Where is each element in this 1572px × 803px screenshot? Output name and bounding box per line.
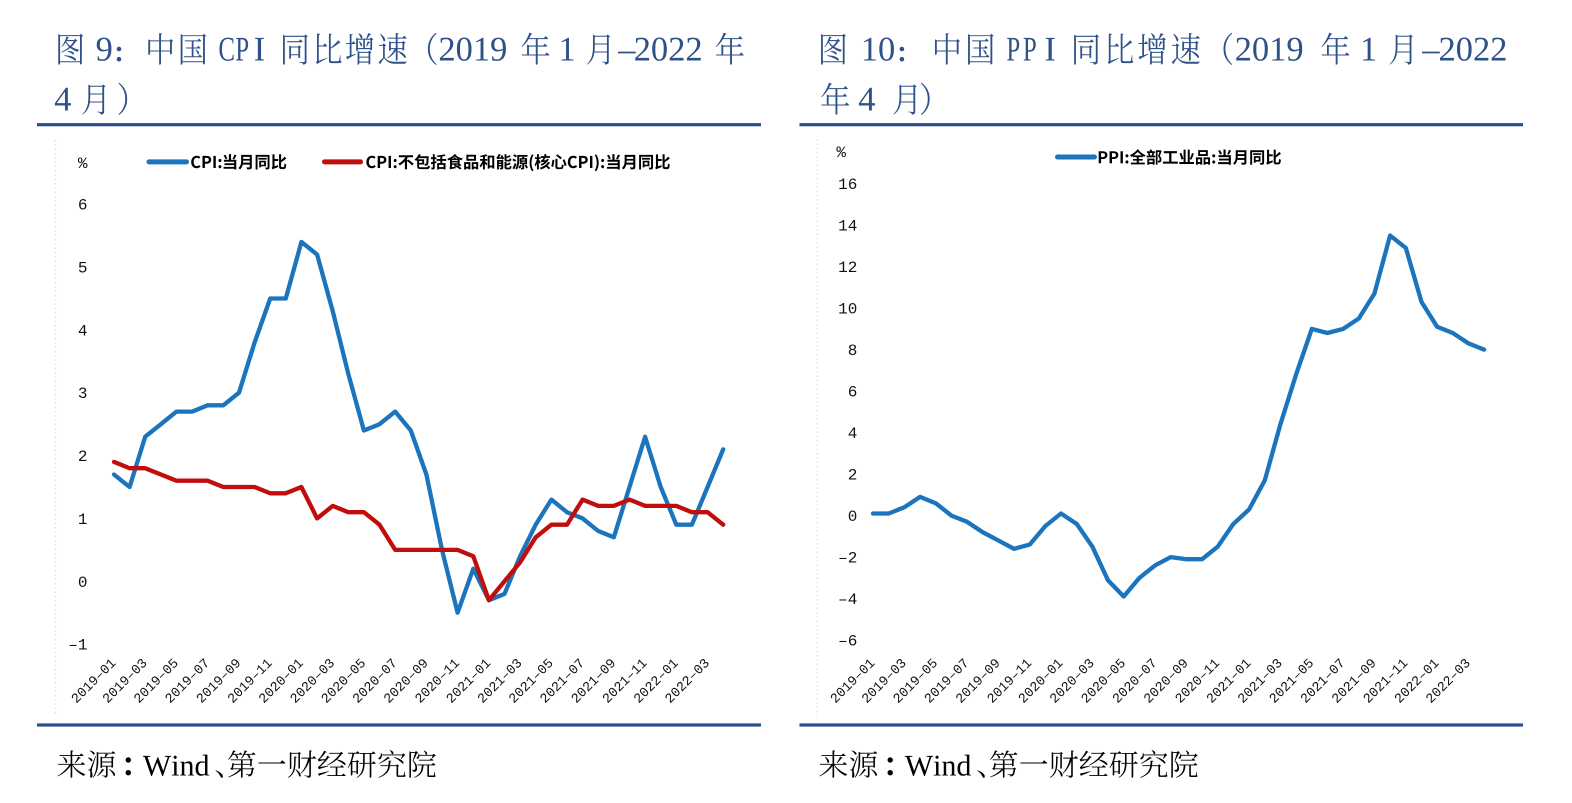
- svg-text:–4: –4: [838, 591, 857, 609]
- svg-text:8: 8: [848, 342, 858, 360]
- svg-text:14: 14: [838, 218, 857, 236]
- svg-text:0: 0: [78, 574, 88, 592]
- svg-text:6: 6: [78, 197, 88, 215]
- svg-text:2: 2: [78, 448, 88, 466]
- svg-text:–6: –6: [838, 633, 857, 651]
- svg-text:10: 10: [838, 301, 857, 319]
- svg-text:5: 5: [78, 260, 88, 278]
- svg-text:4: 4: [848, 425, 858, 443]
- svg-text:1: 1: [78, 511, 88, 529]
- svg-text:16: 16: [838, 176, 857, 194]
- svg-text:2: 2: [848, 467, 858, 485]
- svg-text:0: 0: [848, 508, 858, 526]
- svg-text:%: %: [836, 144, 846, 162]
- svg-text:%: %: [78, 155, 88, 173]
- svg-text:3: 3: [78, 385, 88, 403]
- svg-text:–1: –1: [68, 637, 87, 655]
- svg-text:4: 4: [78, 322, 88, 340]
- svg-text:–2: –2: [838, 550, 857, 568]
- svg-text:12: 12: [838, 259, 857, 277]
- svg-text:6: 6: [848, 384, 858, 402]
